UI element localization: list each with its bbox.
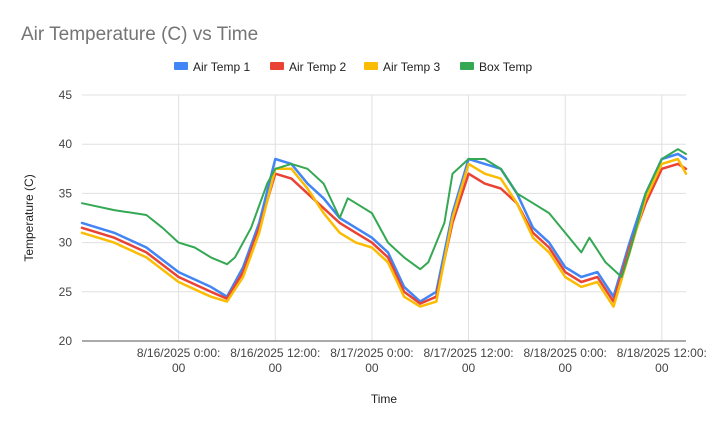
x-tick-label: 8/16/2025 12:00: 00	[230, 346, 320, 375]
series-line-box-temp	[81, 148, 687, 278]
y-axis-title: Temperature (C)	[22, 174, 36, 261]
y-tick-label: 35	[59, 186, 73, 200]
gridlines	[82, 94, 686, 341]
legend-label: Air Temp 3	[383, 60, 440, 74]
legend-swatch	[270, 62, 284, 70]
legend: Air Temp 1 Air Temp 2 Air Temp 3 Box Temp	[174, 60, 532, 74]
x-tick-label: 8/18/2025 0:00: 00	[523, 346, 606, 375]
y-tick-label: 30	[59, 236, 73, 250]
legend-item: Air Temp 2	[270, 60, 346, 74]
x-axis-title: Time	[371, 392, 398, 406]
legend-label: Air Temp 2	[289, 60, 346, 74]
y-tick-label: 25	[59, 285, 73, 299]
chart-title: Air Temperature (C) vs Time	[21, 24, 258, 45]
legend-swatch	[174, 62, 188, 70]
y-tick-label: 40	[59, 137, 73, 151]
legend-item: Air Temp 3	[364, 60, 440, 74]
x-axis-ticks: 8/16/2025 0:00: 00 8/16/2025 12:00: 00 8/17/…	[137, 346, 707, 375]
legend-swatch	[460, 62, 474, 70]
x-tick-label: 8/16/2025 0:00: 00	[137, 346, 220, 375]
series-lines	[80, 148, 688, 308]
legend-item: Box Temp	[460, 60, 532, 74]
series-line-air-temp-1	[80, 152, 688, 303]
x-tick-label: 8/17/2025 0:00: 00	[330, 346, 413, 375]
y-tick-label: 20	[59, 334, 73, 348]
legend-swatch	[364, 62, 378, 70]
series-line-air-temp-2	[80, 162, 688, 305]
y-tick-label: 45	[59, 88, 73, 102]
x-tick-label: 8/18/2025 12:00: 00	[617, 346, 707, 375]
y-axis-ticks: 20 25 30 35 40 45	[59, 88, 73, 348]
x-tick-label: 8/17/2025 12:00: 00	[424, 346, 514, 375]
legend-item: Air Temp 1	[174, 60, 250, 74]
legend-label: Air Temp 1	[193, 60, 250, 74]
legend-label: Box Temp	[479, 60, 532, 74]
series-line-air-temp-3	[80, 157, 688, 308]
